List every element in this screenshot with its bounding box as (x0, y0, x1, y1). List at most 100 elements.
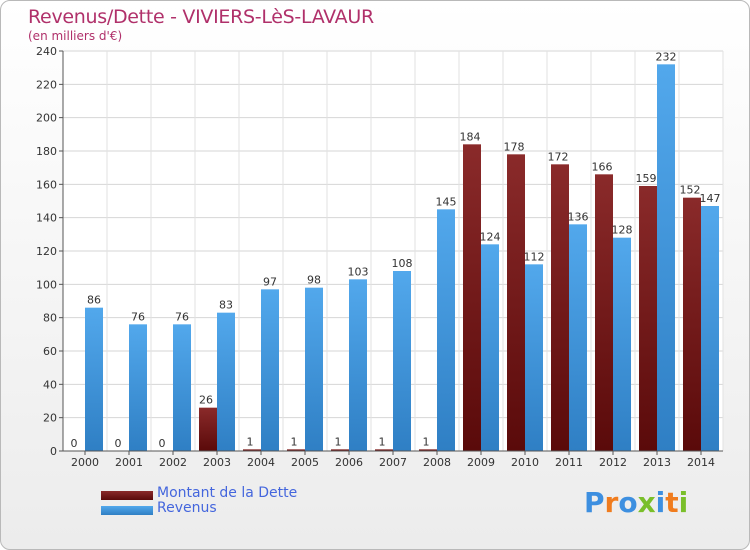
x-tick-label: 2005 (291, 456, 319, 469)
y-tick-label: 200 (36, 112, 57, 125)
logo-letter: x (637, 486, 656, 519)
bar-revenus (481, 244, 499, 451)
bar-revenus (393, 271, 411, 451)
logo-letter: r (604, 486, 619, 519)
y-tick-label: 140 (36, 212, 57, 225)
labels: 0204060801001201401601802002202400862000… (36, 45, 721, 469)
data-label-debt: 1 (291, 435, 298, 448)
data-label-debt: 0 (159, 437, 166, 450)
bar-debt (287, 449, 305, 451)
logo-letter: t (665, 486, 679, 519)
x-tick-label: 2000 (71, 456, 99, 469)
bar-revenus (613, 237, 631, 451)
bar-revenus (349, 279, 367, 451)
bar-revenus (85, 307, 103, 451)
data-label-debt: 152 (680, 184, 701, 197)
data-label-revenus: 232 (656, 50, 677, 63)
data-label-debt: 159 (636, 172, 657, 185)
bar-debt (595, 174, 613, 452)
bar-revenus (569, 224, 587, 451)
data-label-debt: 0 (115, 437, 122, 450)
y-tick-label: 240 (36, 45, 57, 58)
data-label-revenus: 86 (87, 294, 101, 307)
logo-letter: i (678, 486, 689, 519)
data-label-revenus: 136 (568, 210, 589, 223)
y-tick-label: 80 (43, 312, 57, 325)
x-tick-label: 2012 (599, 456, 627, 469)
y-tick-label: 20 (43, 412, 57, 425)
bar-debt (419, 449, 437, 451)
legend-swatch-debt (101, 491, 153, 500)
data-label-debt: 184 (460, 130, 481, 143)
x-tick-label: 2013 (643, 456, 671, 469)
x-tick-label: 2001 (115, 456, 143, 469)
logo-letter: P (584, 486, 605, 519)
bar-revenus (173, 324, 191, 451)
data-label-revenus: 76 (175, 310, 189, 323)
legend-label-debt: Montant de la Dette (157, 485, 298, 501)
x-tick-label: 2004 (247, 456, 275, 469)
bar-debt (375, 449, 393, 451)
bar-revenus (525, 264, 543, 451)
data-label-debt: 172 (548, 150, 569, 163)
data-label-revenus: 98 (307, 274, 321, 287)
data-label-debt: 1 (247, 435, 254, 448)
bar-revenus (217, 312, 235, 451)
x-tick-label: 2007 (379, 456, 407, 469)
bar-revenus (129, 324, 147, 451)
bar-debt (507, 154, 525, 452)
x-tick-label: 2009 (467, 456, 495, 469)
data-label-revenus: 147 (700, 192, 721, 205)
y-tick-label: 100 (36, 278, 57, 291)
bar-debt (683, 197, 701, 451)
bar-revenus (657, 64, 675, 452)
data-label-revenus: 103 (348, 265, 369, 278)
x-tick-label: 2014 (687, 456, 715, 469)
data-label-revenus: 128 (612, 224, 633, 237)
chart-title: Revenus/Dette - VIVIERS-LèS-LAVAUR (28, 6, 374, 28)
x-tick-label: 2002 (159, 456, 187, 469)
bar-debt (243, 449, 261, 451)
logo-letter: i (655, 486, 666, 519)
bars (85, 64, 719, 452)
bar-revenus (701, 206, 719, 451)
x-tick-label: 2008 (423, 456, 451, 469)
data-label-revenus: 97 (263, 275, 277, 288)
data-label-debt: 1 (379, 435, 386, 448)
data-label-debt: 0 (71, 437, 78, 450)
y-tick-label: 120 (36, 245, 57, 258)
y-tick-label: 180 (36, 145, 57, 158)
x-tick-label: 2011 (555, 456, 583, 469)
data-label-debt: 26 (199, 394, 213, 407)
logo-letter: o (618, 486, 638, 519)
data-label-revenus: 76 (131, 310, 145, 323)
data-label-revenus: 145 (436, 195, 457, 208)
bar-debt (639, 186, 657, 451)
bar-revenus (305, 287, 323, 451)
x-tick-label: 2010 (511, 456, 539, 469)
data-label-revenus: 112 (524, 250, 545, 263)
data-label-revenus: 108 (392, 257, 413, 270)
bar-debt (199, 407, 217, 451)
bar-debt (331, 449, 349, 451)
data-label-debt: 166 (592, 160, 613, 173)
y-tick-label: 60 (43, 345, 57, 358)
y-tick-label: 220 (36, 78, 57, 91)
bar-revenus (437, 209, 455, 451)
x-tick-label: 2006 (335, 456, 363, 469)
bar-debt (551, 164, 569, 452)
bar-revenus (261, 289, 279, 451)
x-tick-label: 2003 (203, 456, 231, 469)
data-label-debt: 1 (335, 435, 342, 448)
y-tick-label: 40 (43, 378, 57, 391)
data-label-revenus: 124 (480, 230, 501, 243)
chart-subtitle: (en milliers d'€) (28, 29, 123, 43)
bar-debt (463, 144, 481, 452)
y-tick-label: 0 (50, 445, 57, 458)
axes (59, 50, 723, 455)
data-label-debt: 1 (423, 435, 430, 448)
legend-swatch-revenus (101, 506, 153, 515)
data-label-revenus: 83 (219, 299, 233, 312)
